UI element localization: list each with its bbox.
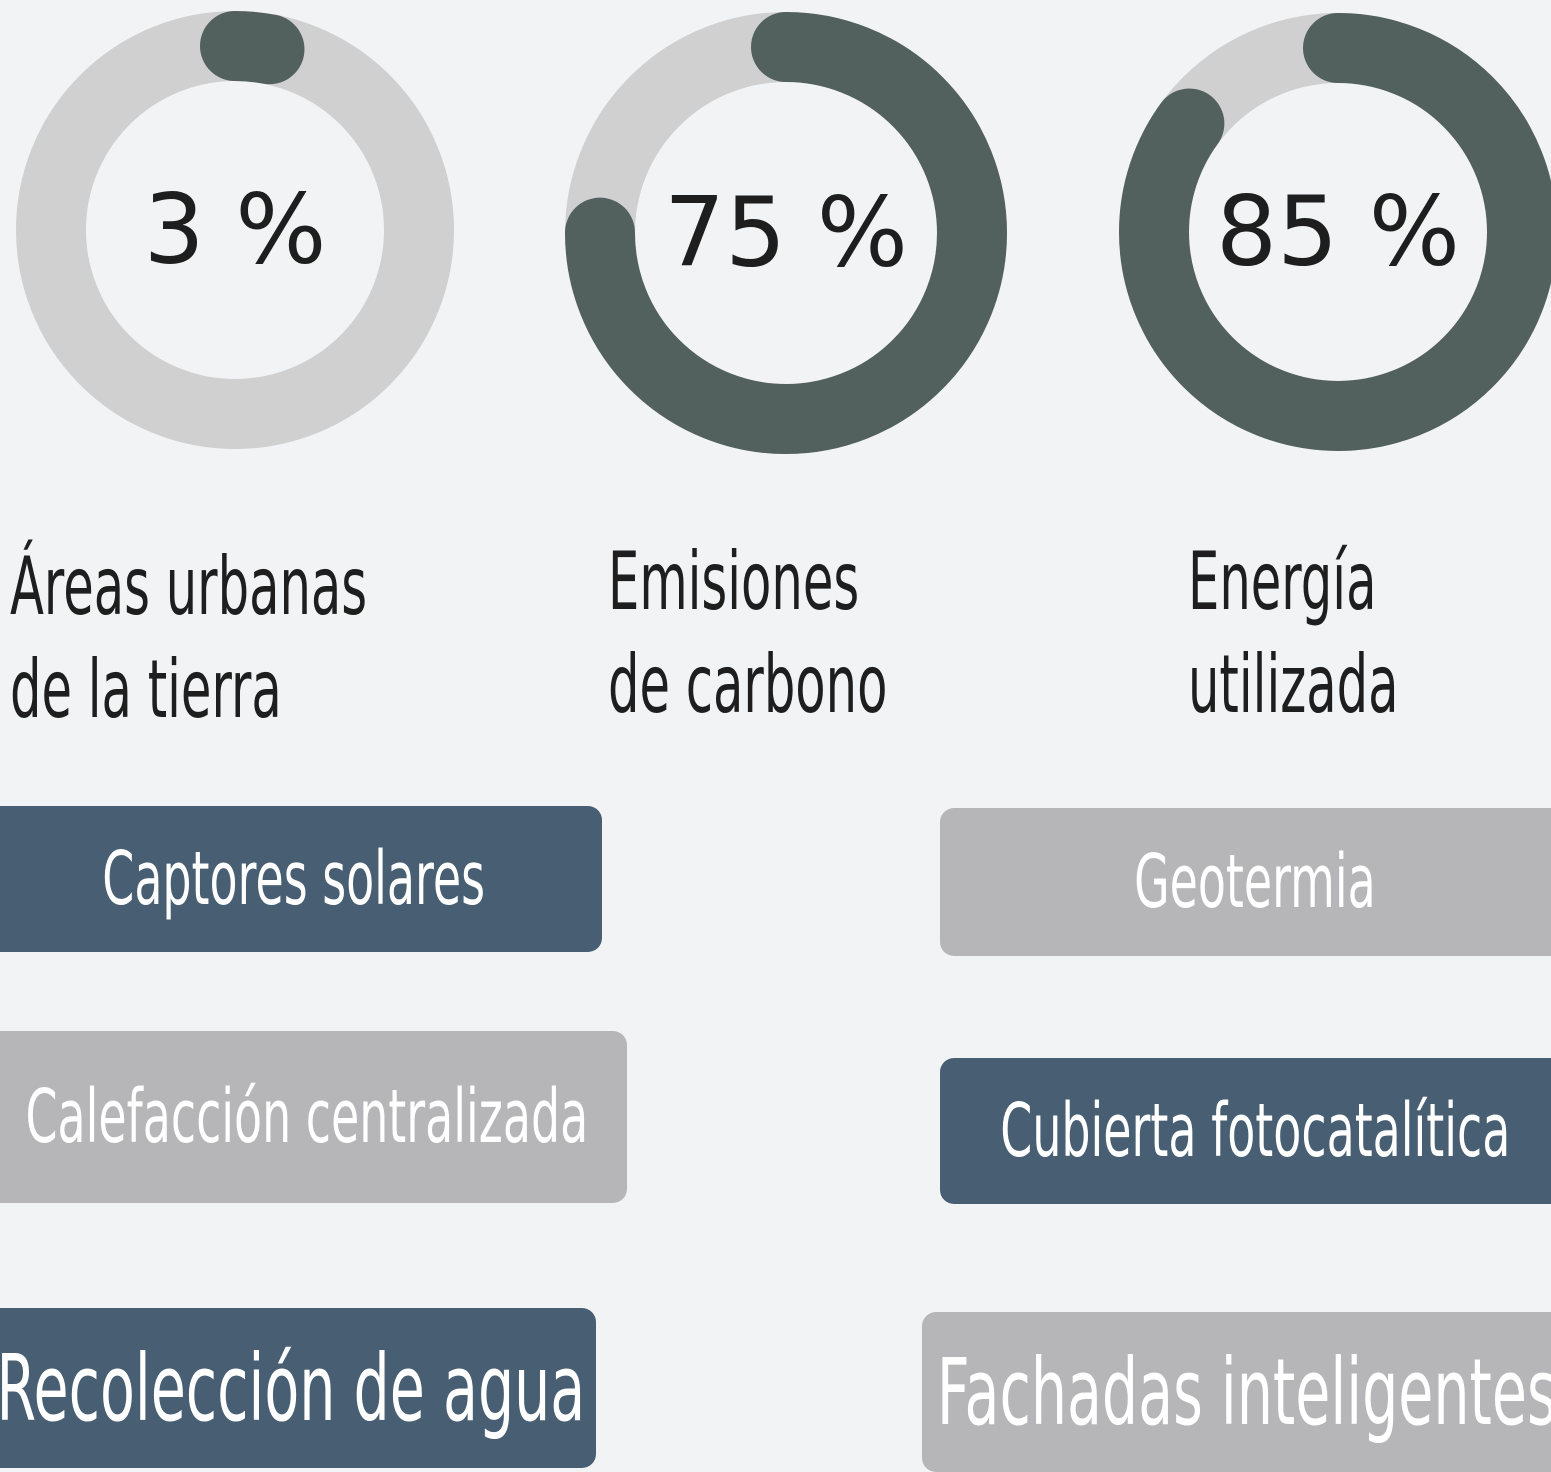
button-label: Captores solares — [102, 836, 486, 922]
button[interactable]: Cubierta fotocatalítica — [940, 1058, 1551, 1204]
caption-line: Emisiones — [608, 535, 860, 628]
ring-value — [565, 12, 1007, 454]
button-label: Cubierta fotocatalítica — [999, 1088, 1511, 1174]
button[interactable]: Calefacción centralizada — [0, 1031, 627, 1203]
button-label: Recolección de agua — [0, 1334, 586, 1442]
button-label: Fachadas inteligentes — [937, 1338, 1551, 1446]
ring-value — [1119, 13, 1551, 451]
caption-line: utilizada — [1188, 638, 1399, 731]
caption-line: Áreas urbanas — [10, 540, 368, 633]
ring-label: 75 % — [664, 176, 908, 288]
ring-label: 3 % — [144, 173, 327, 285]
caption-line: Energía — [1188, 535, 1377, 628]
button[interactable]: Geotermia — [940, 808, 1551, 956]
button-label: Geotermia — [1134, 839, 1376, 925]
caption: Áreas urbanas de la tierra — [10, 535, 367, 741]
caption: Emisiones de carbono — [608, 530, 887, 736]
caption: Energía utilizada — [1188, 530, 1399, 736]
ring-label: 85 % — [1216, 175, 1460, 287]
gauges: 3 % 75 % 85 % — [16, 11, 1551, 454]
caption-line: de carbono — [608, 638, 888, 731]
button[interactable]: Captores solares — [0, 806, 602, 952]
button-label: Calefacción centralizada — [25, 1074, 588, 1160]
ring-value — [16, 11, 454, 449]
caption-line: de la tierra — [10, 643, 282, 736]
button[interactable]: Fachadas inteligentes — [922, 1312, 1551, 1472]
button[interactable]: Recolección de agua — [0, 1308, 596, 1468]
